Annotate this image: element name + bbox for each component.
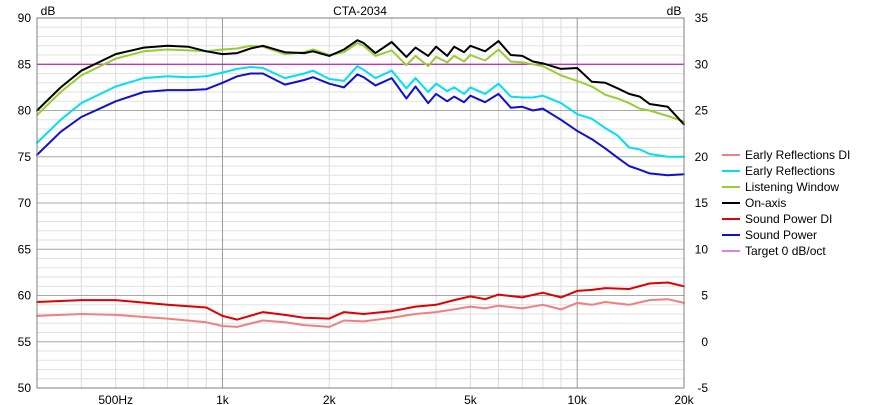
x-tick-label: 1k (216, 393, 230, 405)
plot-frame (36, 17, 685, 389)
series-line-sound-power (36, 72, 685, 177)
legend-label-early-reflections: Early Reflections (745, 164, 835, 178)
legend-label-sound-power: Sound Power (745, 228, 817, 242)
right-y-tick-label: 0 (701, 335, 708, 349)
left-y-tick-label: 80 (18, 104, 32, 118)
right-y-tick-label: 35 (695, 11, 709, 25)
x-tick-label: 2k (323, 393, 337, 405)
legend-label-early-reflections-di: Early Reflections DI (745, 148, 850, 162)
series-line-early-reflections-di (36, 298, 685, 328)
left-y-tick-label: 50 (18, 381, 32, 395)
right-y-tick-label: 10 (695, 242, 709, 256)
left-y-tick-label: 70 (18, 196, 32, 210)
right-y-tick-label: 5 (701, 289, 708, 303)
right-axis-unit: dB (667, 4, 682, 18)
series-line-on-axis (36, 39, 685, 126)
left-y-tick-label: 75 (18, 150, 32, 164)
right-y-tick-label: 20 (695, 150, 709, 164)
x-tick-label: 5k (464, 393, 478, 405)
series-line-early-reflections (36, 65, 685, 158)
x-tick-label: 20k (674, 393, 694, 405)
right-y-tick-label: -5 (697, 381, 708, 395)
right-y-tick-label: 25 (695, 104, 709, 118)
series-line-listening-window (36, 42, 685, 123)
left-y-tick-label: 85 (18, 57, 32, 71)
x-tick-label: 500Hz (98, 393, 133, 405)
left-y-tick-label: 60 (18, 289, 32, 303)
left-y-tick-label: 90 (18, 11, 32, 25)
left-axis-unit: dB (41, 4, 56, 18)
left-y-tick-label: 55 (18, 335, 32, 349)
legend: Early Reflections DI Early Reflections Lis… (722, 148, 850, 258)
series-layer (36, 39, 685, 328)
legend-label-listening-window: Listening Window (745, 180, 839, 194)
legend-label-sound-power-di: Sound Power DI (745, 212, 832, 226)
series-line-sound-power-di (36, 281, 685, 321)
right-y-tick-label: 15 (695, 196, 709, 210)
legend-label-on-axis: On-axis (745, 196, 786, 210)
x-tick-label: 10k (568, 393, 588, 405)
left-y-tick-label: 65 (18, 242, 32, 256)
right-y-tick-label: 30 (695, 57, 709, 71)
axis-labels: 500Hz 1k 2k 5k 10k 20k90858075706560555035302… (18, 11, 709, 405)
legend-label-target-0-db-oct: Target 0 dB/oct (745, 244, 826, 258)
chart-title: CTA-2034 (333, 4, 387, 18)
